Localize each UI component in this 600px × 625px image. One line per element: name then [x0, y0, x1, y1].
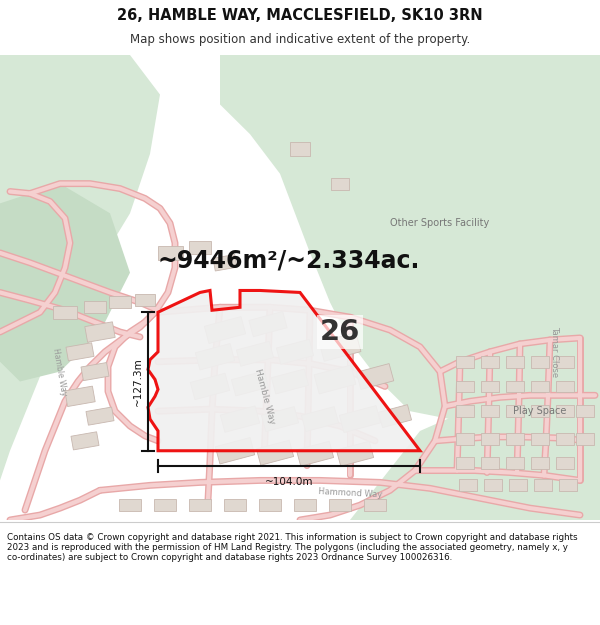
Polygon shape — [559, 479, 577, 491]
Polygon shape — [215, 438, 255, 464]
Polygon shape — [66, 342, 94, 361]
Text: 26, HAMBLE WAY, MACCLESFIELD, SK10 3RN: 26, HAMBLE WAY, MACCLESFIELD, SK10 3RN — [117, 8, 483, 23]
Polygon shape — [256, 440, 293, 465]
Polygon shape — [53, 306, 77, 319]
Polygon shape — [509, 479, 527, 491]
Polygon shape — [331, 177, 349, 189]
Polygon shape — [556, 381, 574, 392]
Text: Hammond Way: Hammond Way — [318, 487, 382, 499]
Polygon shape — [135, 294, 155, 306]
Polygon shape — [531, 433, 549, 445]
Polygon shape — [484, 479, 502, 491]
Polygon shape — [531, 457, 549, 469]
Text: Other Sports Facility: Other Sports Facility — [391, 218, 490, 228]
Polygon shape — [364, 499, 386, 511]
Polygon shape — [576, 433, 594, 445]
Polygon shape — [294, 499, 316, 511]
Polygon shape — [301, 407, 338, 431]
Polygon shape — [556, 356, 574, 367]
Polygon shape — [84, 301, 106, 313]
Polygon shape — [506, 356, 524, 367]
Polygon shape — [236, 341, 274, 366]
Polygon shape — [86, 407, 114, 425]
Polygon shape — [262, 407, 299, 431]
Polygon shape — [481, 457, 499, 469]
Polygon shape — [329, 499, 351, 511]
Polygon shape — [220, 55, 600, 421]
Text: ~104.0m: ~104.0m — [265, 478, 313, 488]
Polygon shape — [506, 457, 524, 469]
Text: Hamble Way: Hamble Way — [253, 368, 277, 425]
Text: Tamar Close: Tamar Close — [551, 326, 560, 378]
Text: 26: 26 — [320, 318, 360, 346]
Text: Play Space: Play Space — [514, 406, 566, 416]
Polygon shape — [220, 406, 260, 432]
Polygon shape — [314, 365, 356, 394]
Polygon shape — [0, 184, 130, 381]
Polygon shape — [456, 433, 474, 445]
Text: Map shows position and indicative extent of the property.: Map shows position and indicative extent… — [130, 33, 470, 46]
Polygon shape — [481, 381, 499, 392]
Polygon shape — [119, 499, 141, 511]
Text: ~127.3m: ~127.3m — [133, 357, 143, 406]
Polygon shape — [576, 405, 594, 417]
Polygon shape — [189, 499, 211, 511]
Polygon shape — [556, 433, 574, 445]
Polygon shape — [189, 241, 211, 254]
Polygon shape — [506, 381, 524, 392]
Polygon shape — [337, 441, 374, 466]
Polygon shape — [81, 362, 109, 381]
Polygon shape — [531, 405, 549, 417]
Polygon shape — [154, 499, 176, 511]
Polygon shape — [506, 433, 524, 445]
Polygon shape — [0, 55, 160, 481]
Polygon shape — [350, 352, 600, 520]
Polygon shape — [157, 246, 182, 260]
Polygon shape — [456, 356, 474, 367]
Polygon shape — [249, 311, 287, 337]
Polygon shape — [232, 371, 269, 396]
Text: Hamble Way: Hamble Way — [52, 347, 68, 396]
Text: Contains OS data © Crown copyright and database right 2021. This information is : Contains OS data © Crown copyright and d… — [7, 532, 578, 562]
Polygon shape — [71, 432, 99, 450]
Polygon shape — [456, 381, 474, 392]
Polygon shape — [506, 405, 524, 417]
Polygon shape — [277, 339, 314, 364]
Polygon shape — [85, 322, 115, 342]
Polygon shape — [456, 457, 474, 469]
Text: ~9446m²/~2.334ac.: ~9446m²/~2.334ac. — [158, 249, 421, 272]
Polygon shape — [213, 254, 237, 271]
Polygon shape — [290, 142, 310, 156]
Polygon shape — [459, 479, 477, 491]
Polygon shape — [534, 479, 552, 491]
Polygon shape — [271, 369, 308, 394]
Polygon shape — [556, 405, 574, 417]
Polygon shape — [481, 405, 499, 417]
Polygon shape — [190, 373, 230, 399]
Polygon shape — [259, 499, 281, 511]
Polygon shape — [319, 332, 361, 361]
Polygon shape — [205, 317, 245, 344]
Polygon shape — [65, 386, 95, 406]
Polygon shape — [195, 344, 235, 370]
Polygon shape — [109, 296, 131, 308]
Polygon shape — [340, 406, 380, 432]
Polygon shape — [556, 457, 574, 469]
Polygon shape — [531, 381, 549, 392]
Polygon shape — [356, 364, 394, 389]
Polygon shape — [148, 291, 420, 451]
Polygon shape — [379, 404, 412, 428]
Polygon shape — [531, 356, 549, 367]
Polygon shape — [296, 441, 334, 466]
Polygon shape — [481, 433, 499, 445]
Polygon shape — [456, 405, 474, 417]
Polygon shape — [224, 499, 246, 511]
Polygon shape — [481, 356, 499, 367]
